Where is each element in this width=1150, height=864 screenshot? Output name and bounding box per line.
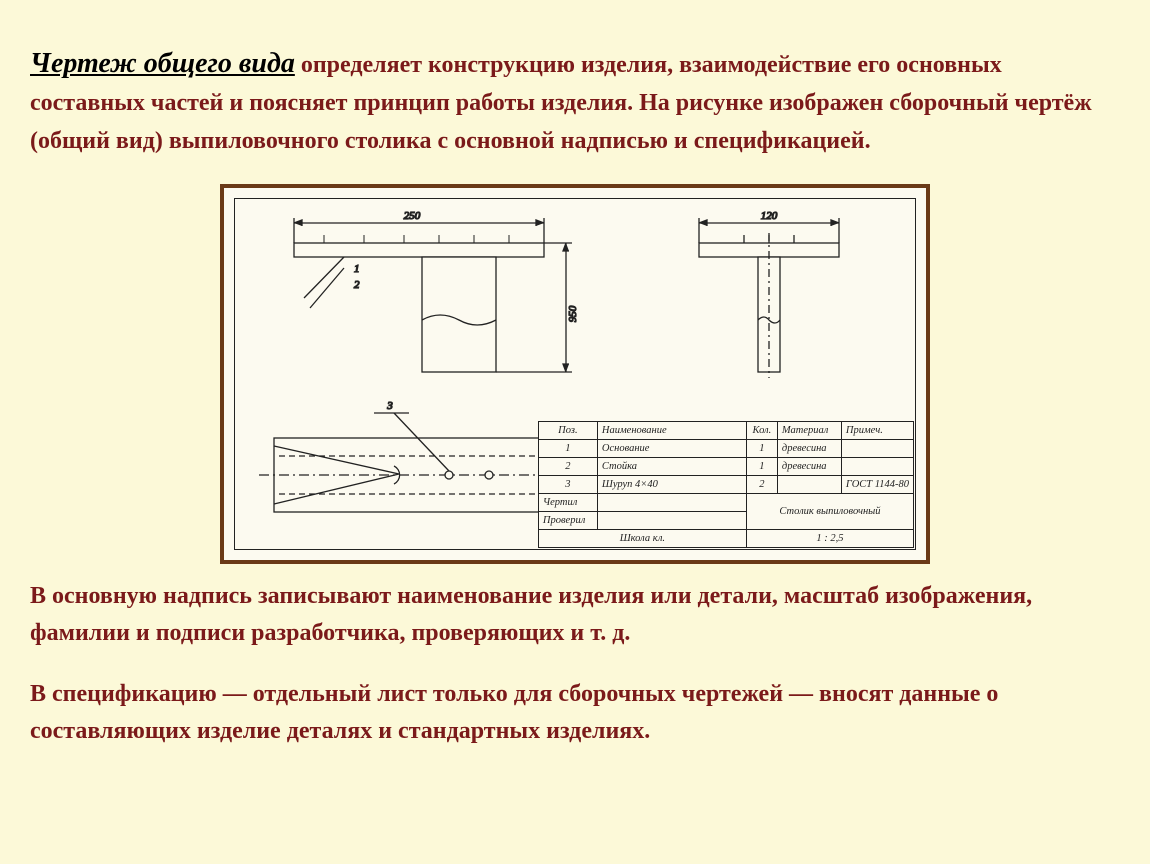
dim-250: 250 [404,210,421,222]
callout-2: 2 [354,279,360,291]
drawing-frame: 250 950 1 2 [220,184,930,564]
lbl-prov: Проверил [538,511,597,529]
th-note: Примеч. [841,421,913,439]
th-kol: Кол. [746,421,777,439]
table-row: Школа кл. 1 : 2,5 [538,529,913,547]
dim-120: 120 [761,210,778,222]
title-lead: Чертеж общего вида [30,48,295,79]
table-row: Чертил Столик выпиловочный [538,493,913,511]
th-name: Наименование [597,421,746,439]
drawing-container: 250 950 1 2 [30,184,1120,564]
spec-table: Поз. Наименование Кол. Материал Примеч. … [538,421,914,548]
below-p2: В спецификацию — отдельный лист только д… [30,676,1120,750]
callout-3: 3 [386,400,393,412]
th-poz: Поз. [538,421,597,439]
below-p1: В основную надпись записывают наименован… [30,578,1120,652]
callout-1: 1 [354,263,360,275]
product-name: Столик выпиловочный [746,493,913,529]
lbl-chert: Чертил [538,493,597,511]
dim-950: 950 [567,305,579,322]
table-row: Поз. Наименование Кол. Материал Примеч. [538,421,913,439]
intro-paragraph: Чертеж общего вида определяет конструкци… [30,42,1120,160]
table-row: 1 Основание 1 древесина [538,439,913,457]
table-row: 2 Стойка 1 древесина [538,457,913,475]
table-row: 3 Шуруп 4×40 2 ГОСТ 1144-80 [538,475,913,493]
th-mat: Материал [777,421,841,439]
lbl-scale: 1 : 2,5 [746,529,913,547]
lbl-school: Школа кл. [538,529,746,547]
